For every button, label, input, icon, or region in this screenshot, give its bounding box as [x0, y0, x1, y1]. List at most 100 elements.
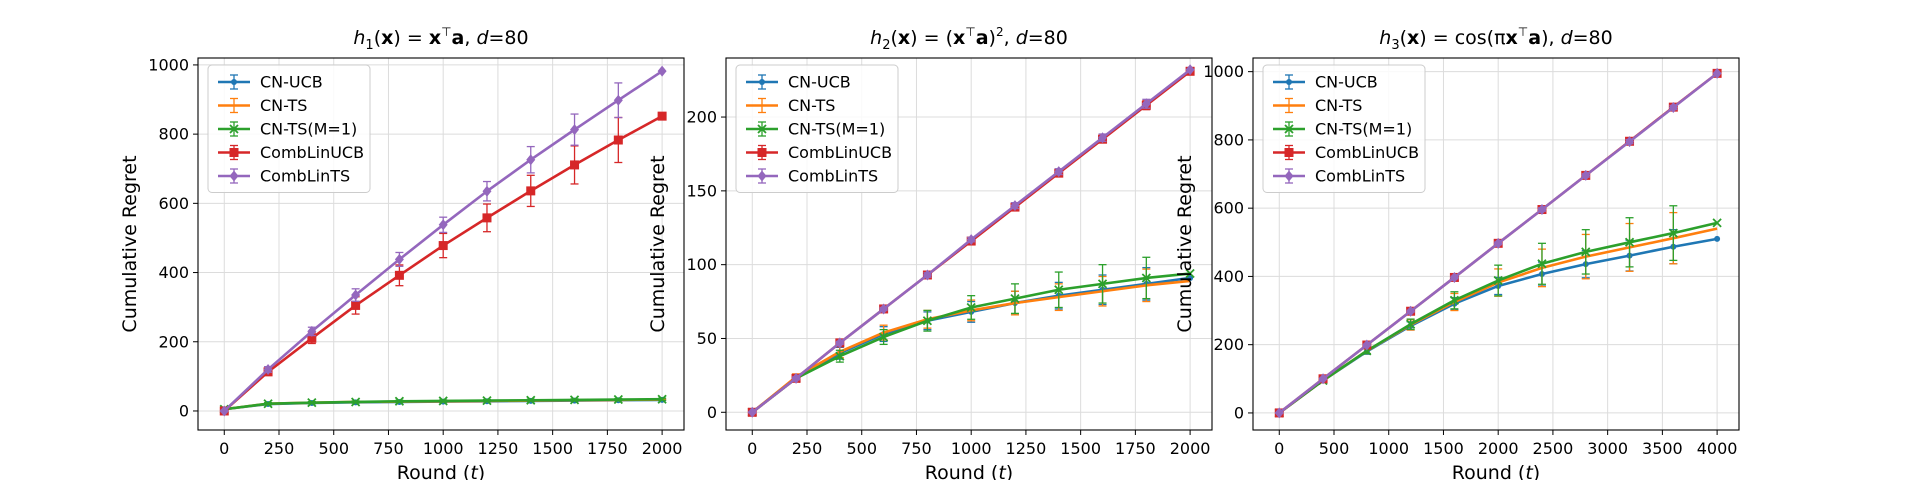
- x-tick-label: 750: [901, 439, 932, 458]
- x-tick-label: 2000: [1170, 439, 1211, 458]
- data-point: [1054, 285, 1064, 295]
- x-tick-label: 1000: [951, 439, 992, 458]
- x-axis-label-text: ): [478, 462, 485, 480]
- legend-marker: [231, 79, 237, 85]
- legend-marker: [229, 124, 239, 134]
- chart-title: h3(x) = cos(πx⊤a), d=80: [1379, 25, 1612, 53]
- series-CombLinTS: [747, 64, 1195, 418]
- x-tick-label: 1000: [423, 439, 464, 458]
- title-part: ) =: [393, 27, 428, 49]
- title-superscript: 2: [996, 25, 1004, 39]
- legend-marker: [1284, 124, 1294, 134]
- x-axis-label-text: Round (: [397, 462, 471, 480]
- title-part: ): [989, 27, 996, 49]
- data-point: [1406, 305, 1416, 317]
- plot-frame: [197, 57, 685, 431]
- data-point: [394, 396, 405, 406]
- legend-label: CN-UCB: [788, 73, 851, 92]
- x-tick-label: 1000: [1368, 439, 1409, 458]
- data-point: [1097, 279, 1108, 289]
- data-point: [1493, 237, 1503, 249]
- title-func: h: [353, 27, 365, 49]
- x-tick-label: 500: [846, 439, 877, 458]
- chart-panel-2: 0 250 500 750 1000 1250 1500 1750 2000 0 50 100 150 2…: [647, 25, 1213, 480]
- series-CombLinTS: [1274, 67, 1722, 419]
- legend-label: CombLinUCB: [788, 143, 892, 162]
- title-bold-var: a: [1528, 27, 1541, 49]
- legend-label: CombLinTS: [788, 167, 878, 186]
- y-tick-label: 200: [158, 332, 189, 351]
- series-CN-TS: [748, 268, 1191, 415]
- x-axis-label-text: ): [1006, 462, 1013, 480]
- title-part: (: [890, 27, 897, 49]
- y-tick-label: 600: [1213, 199, 1244, 218]
- legend-box: [207, 64, 371, 193]
- x-axis-label: Round (t): [397, 462, 485, 480]
- title-subscript: 3: [1391, 38, 1399, 53]
- y-tick-label: 0: [179, 401, 189, 420]
- x-tick-label: 4000: [1697, 439, 1738, 458]
- legend-label: CombLinTS: [260, 167, 350, 186]
- y-tick-label: 800: [1213, 130, 1244, 149]
- data-point: [791, 372, 801, 384]
- x-tick-label: 0: [219, 439, 229, 458]
- x-tick-label: 1500: [1423, 439, 1464, 458]
- data-point: [1714, 235, 1721, 242]
- y-axis-label: Cumulative Regret: [1174, 155, 1196, 332]
- x-tick-label: 250: [264, 439, 295, 458]
- x-tick-label: 500: [318, 439, 349, 458]
- legend-marker: [1286, 79, 1292, 85]
- data-point: [1668, 228, 1678, 238]
- x-tick-label: 1500: [1060, 439, 1101, 458]
- legend-marker: [759, 79, 765, 85]
- data-point: [747, 406, 757, 418]
- data-point: [569, 395, 580, 405]
- title-subscript: 1: [365, 38, 373, 53]
- legend-marker: [757, 170, 767, 182]
- legend-label: CN-UCB: [260, 73, 323, 92]
- data-point: [1141, 273, 1151, 283]
- title-bold-var: x: [898, 27, 910, 49]
- x-tick-label: 0: [747, 439, 757, 458]
- data-point: [1712, 67, 1722, 79]
- data-point: [526, 186, 536, 196]
- data-point: [1141, 98, 1151, 110]
- data-point: [1712, 218, 1722, 228]
- y-tick-label: 600: [158, 194, 189, 213]
- title-bold-var: a: [976, 27, 989, 49]
- legend-marker: [229, 170, 239, 182]
- x-tick-label: 250: [792, 439, 823, 458]
- data-point: [966, 302, 976, 313]
- series-CombLinUCB: [219, 111, 667, 416]
- legend-marker: [757, 124, 767, 134]
- plot-frame: [1252, 57, 1740, 431]
- chart-panel-1: 0 250 500 750 1000 1250 1500 1750 2000 0 200 400 600…: [119, 25, 685, 480]
- data-point: [1537, 204, 1547, 216]
- chart-title: h2(x) = (x⊤a)2, d=80: [870, 25, 1068, 53]
- x-tick-label: 1750: [587, 439, 628, 458]
- data-point: [1581, 247, 1591, 257]
- data-point: [1668, 101, 1678, 113]
- data-point: [1624, 237, 1635, 247]
- x-axis-label-var: t: [998, 462, 1007, 480]
- title-bold-var: a: [452, 27, 465, 49]
- data-point: [1362, 339, 1372, 351]
- y-tick-label: 0: [707, 403, 717, 422]
- legend: CN-UCB CN-TS CN-TS(M=1) CombLinUCB CombLinTS: [207, 64, 371, 193]
- x-axis-label-text: Round (: [1452, 462, 1526, 480]
- legend-marker: [1284, 170, 1294, 182]
- data-point: [1274, 407, 1284, 419]
- legend-box: [735, 64, 899, 193]
- data-point: [1318, 373, 1328, 385]
- title-func: h: [1379, 27, 1391, 49]
- legend-label: CN-UCB: [1315, 73, 1378, 92]
- data-point: [1449, 295, 1460, 305]
- y-axis-label: Cumulative Regret: [647, 155, 669, 332]
- x-axis-label-var: t: [470, 462, 479, 480]
- data-point: [526, 395, 536, 405]
- legend-marker: [229, 148, 239, 157]
- legend-label: CombLinUCB: [260, 143, 364, 162]
- x-axis-label: Round (t): [925, 462, 1013, 480]
- legend: CN-UCB CN-TS CN-TS(M=1) CombLinUCB CombLinTS: [735, 64, 899, 193]
